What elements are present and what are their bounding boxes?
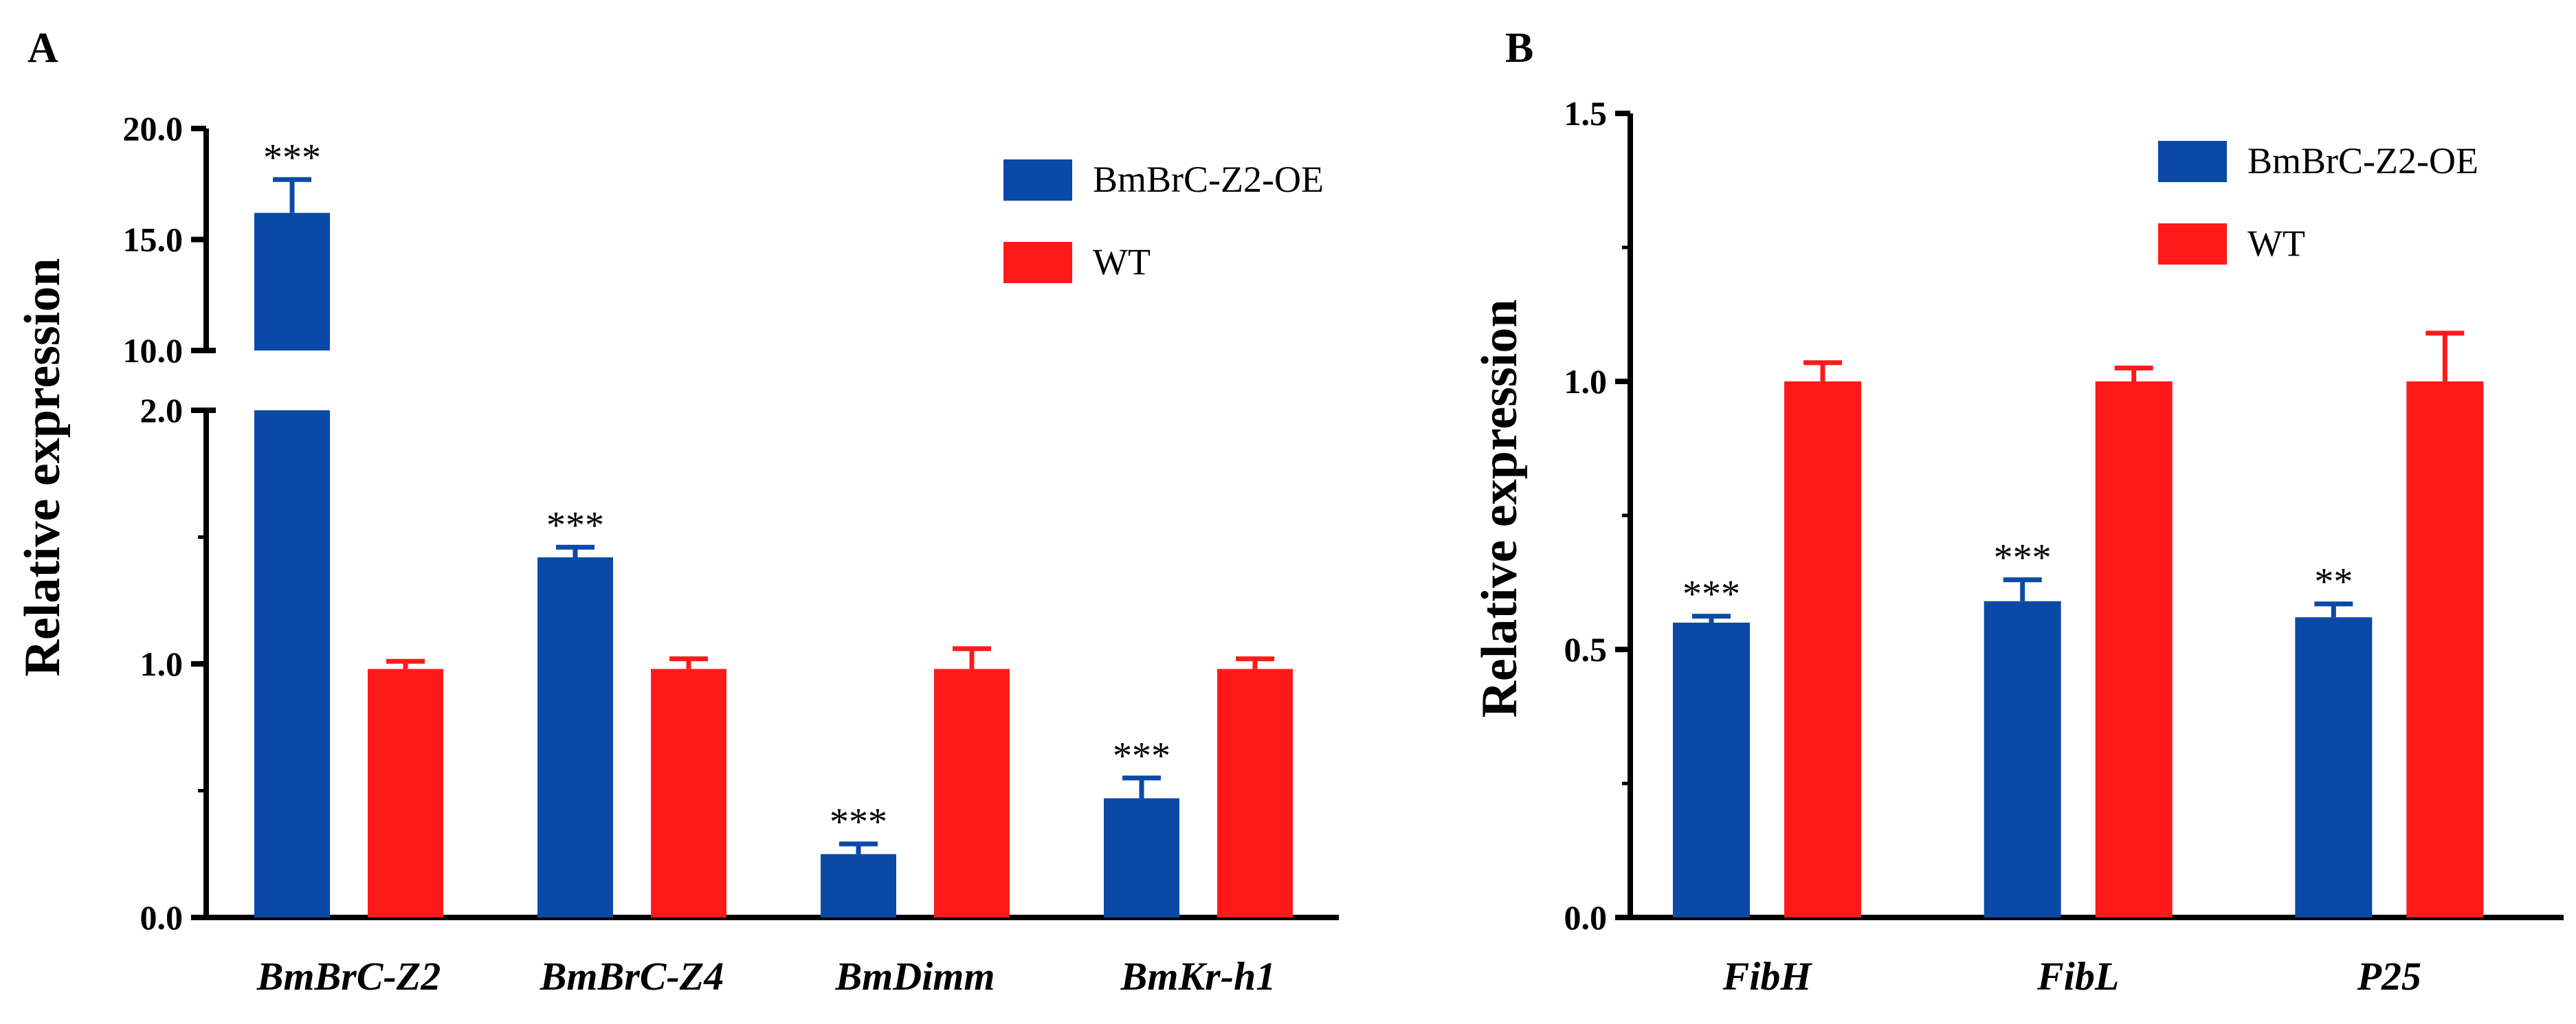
y-tick-label: 0.5 [1564,630,1608,669]
y-tick-label: 10.0 [123,331,184,370]
legend-swatch [1003,242,1072,283]
y-tick-label: 2.0 [140,391,184,430]
y-tick-label: 20.0 [123,109,184,148]
x-category-label: FibH [1722,954,1813,999]
bar-WT-BmBrC-Z2 [368,669,443,917]
bar-WT-FibH [1784,381,1861,917]
bar-BmBrC-Z2-OE-BmBrC-Z2-lower [254,410,330,917]
bar-WT-FibL [2095,381,2173,917]
bar-WT-P25 [2406,381,2484,917]
y-tick-label: 1.0 [140,645,184,683]
legend-swatch [2158,223,2227,265]
y-tick-label: 1.0 [1564,362,1608,401]
y-tick-label: 1.5 [1564,94,1608,133]
bar-WT-BmBrC-Z4 [651,669,726,917]
significance-label: *** [1113,735,1170,777]
panel-a-label: A [27,25,58,71]
significance-label: *** [830,801,887,843]
y-tick-label: 0.0 [1564,898,1608,937]
significance-label: *** [1683,573,1740,616]
bar-BmBrC-Z2-OE-BmBrC-Z4 [537,557,613,917]
x-category-label: BmKr-h1 [1120,954,1276,999]
panel-a-bars [254,177,1293,917]
panel-a-legend: BmBrC-Z2-OE WT [1003,159,1324,283]
panel-a: A Relative expression 0.0 1.0 2.0 10.0 15.0 2… [14,25,1339,999]
x-category-label: BmBrC-Z4 [540,954,724,999]
bar-BmBrC-Z2-OE-BmBrC-Z2-upper [254,212,330,350]
panel-b-legend: BmBrC-Z2-OE WT [2158,140,2478,265]
y-tick-label: 0.0 [140,898,184,937]
x-category-label: P25 [2357,954,2421,999]
panel-a-y-axis-label: Relative expression [14,258,71,676]
panel-b-bars [1673,331,2484,917]
bar-BmBrC-Z2-OE-FibL [1984,601,2061,917]
panel-b: B Relative expression 0.0 0.5 1.0 1.5 *** Fib… [1472,25,2564,999]
x-category-label: BmBrC-Z2 [256,954,441,999]
panel-b-label: B [1505,25,1533,71]
legend-label: BmBrC-Z2-OE [1093,159,1324,200]
panel-b-y-axis-label: Relative expression [1472,299,1528,717]
panel-b-labels: 0.0 0.5 1.0 1.5 *** FibH *** FibL ** P25 [1564,94,2422,999]
significance-label: *** [263,136,321,179]
x-category-label: BmDimm [834,954,995,999]
significance-label: *** [1994,537,2052,579]
significance-label: ** [2314,561,2353,603]
x-category-label: FibL [2036,954,2119,999]
legend-swatch [2158,141,2227,182]
legend-label: BmBrC-Z2-OE [2247,140,2478,181]
significance-label: *** [546,504,604,546]
y-tick-label: 15.0 [123,221,184,259]
bar-BmBrC-Z2-OE-FibH [1673,623,1750,917]
bar-WT-BmKr-h1 [1217,669,1293,917]
bar-BmBrC-Z2-OE-P25 [2295,617,2373,917]
bar-WT-BmDimm [934,669,1010,917]
legend-swatch [1003,159,1072,201]
legend-label: WT [2247,223,2305,264]
legend-label: WT [1093,241,1151,282]
bar-BmBrC-Z2-OE-BmKr-h1 [1104,798,1179,917]
panel-a-labels: 0.0 1.0 2.0 10.0 15.0 20.0 *** BmBrC-Z2 *** BmBrC… [123,109,1276,999]
bar-BmBrC-Z2-OE-BmDimm [821,854,896,917]
